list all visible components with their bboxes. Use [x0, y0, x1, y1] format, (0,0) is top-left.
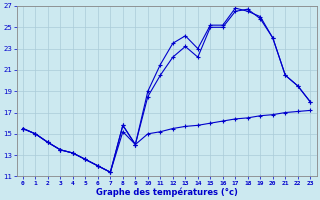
X-axis label: Graphe des températures (°c): Graphe des températures (°c)	[96, 187, 237, 197]
